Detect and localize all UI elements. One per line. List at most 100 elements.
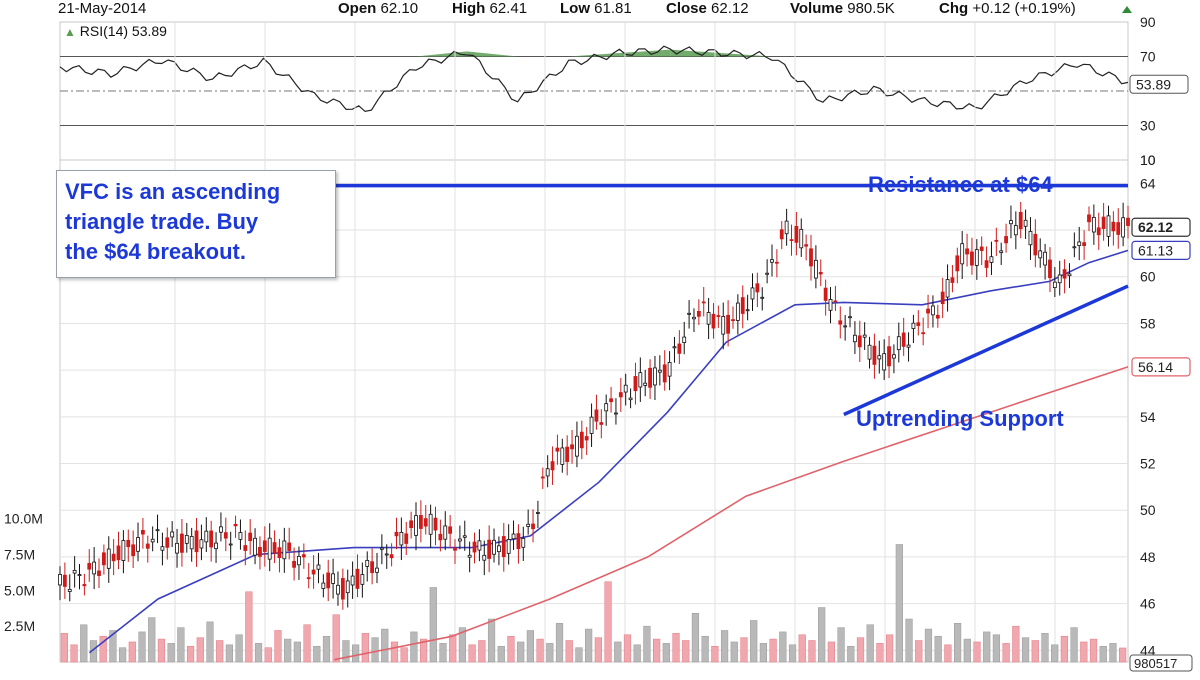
price-candle-body (926, 308, 930, 314)
price-candle-body (409, 520, 414, 529)
price-candle-body (950, 277, 955, 283)
price-candle-body (214, 542, 218, 550)
price-candle-body (141, 530, 145, 535)
volume-bar (1060, 635, 1068, 663)
price-candle-body (92, 561, 97, 575)
price-candle-body (579, 431, 584, 449)
price-candle-body (414, 515, 418, 536)
price-candle-body (657, 369, 662, 373)
price-candle-body (145, 543, 150, 549)
price-candle-body (126, 539, 131, 548)
price-candle-body (536, 512, 540, 514)
volume-bar (1012, 625, 1020, 663)
price-candle-body (121, 540, 126, 561)
volume-bar (1021, 637, 1030, 663)
note-line-1: VFC is an ascending (65, 179, 281, 204)
price-candle-body (175, 542, 179, 554)
rsi-tick-label: 90 (1140, 14, 1156, 30)
price-candle-body (350, 575, 355, 586)
price-candle-body (911, 322, 916, 329)
volume-bar (536, 638, 544, 663)
volume-bar (827, 641, 835, 663)
rsi-tick-label: 70 (1140, 49, 1156, 65)
price-candle-body (209, 530, 214, 548)
price-candle-body (194, 530, 199, 553)
ohlc-header: 21-May-2014 Open 62.10 High 62.41 Low 61… (0, 0, 1200, 18)
price-candle-body (1048, 259, 1052, 279)
price-badge-text: 62.12 (1138, 219, 1173, 235)
price-candle-body (989, 256, 994, 263)
price-candle-body (526, 523, 531, 527)
price-candle-body (165, 537, 170, 548)
volume-bar (70, 644, 78, 663)
price-candle-body (784, 220, 789, 235)
price-tick-label: 44 (1140, 642, 1156, 658)
volume-bar (99, 635, 107, 663)
volume-field: Volume 980.5K (790, 0, 895, 17)
volume-bar (293, 641, 301, 663)
note-line-2: triangle trade. Buy (65, 209, 259, 234)
price-candle-body (672, 346, 677, 349)
price-candle-body (511, 533, 516, 540)
close-field: Close 62.12 (666, 0, 749, 17)
price-candle-body (570, 444, 574, 450)
price-candle-body (706, 312, 711, 325)
price-candle-body (1116, 222, 1121, 235)
price-candle-body (365, 559, 370, 567)
volume-bar (1119, 647, 1127, 663)
volume-bar (740, 637, 748, 663)
price-candle-body (428, 513, 433, 535)
volume-bar (119, 647, 127, 663)
volume-bar (157, 638, 166, 663)
price-candle-body (545, 468, 550, 477)
volume-bar (788, 644, 797, 663)
rsi-overbought-fill (466, 51, 518, 57)
volume-bar (876, 643, 884, 663)
volume-bar (779, 631, 787, 663)
price-candle-body (482, 554, 487, 561)
price-candle-body (97, 570, 101, 576)
volume-bar (410, 631, 418, 663)
volume-bar (769, 638, 777, 663)
low-value: 61.81 (594, 0, 632, 17)
price-candle-body (921, 332, 926, 335)
volume-bar (1080, 641, 1088, 663)
price-candle-body (935, 314, 940, 319)
price-candle-body (136, 537, 140, 552)
volume-bar (546, 643, 554, 663)
high-field: High 62.41 (452, 0, 527, 17)
price-candle-body (448, 526, 453, 534)
price-candle-body (648, 367, 652, 388)
volume-bar (216, 640, 224, 663)
volume-bar (468, 644, 476, 663)
volume-bar (905, 618, 913, 663)
price-candle-body (740, 297, 745, 314)
price-candle-body (662, 364, 667, 383)
price-candle-body (643, 382, 648, 386)
price-candle-body (843, 325, 848, 328)
price-candle-body (282, 540, 287, 560)
support-trendline (843, 284, 1129, 417)
price-candle-body (618, 392, 623, 398)
volume-bar (672, 633, 680, 663)
price-candle-body (423, 518, 428, 527)
volume-bar (953, 623, 962, 663)
price-candle-body (984, 260, 989, 268)
volume-bar (332, 614, 340, 663)
price-candle-body (745, 309, 750, 312)
price-candle-body (760, 296, 765, 299)
price-badge (1131, 357, 1191, 377)
price-candle-body (765, 272, 770, 275)
date-label: 21-May-2014 (58, 0, 147, 17)
price-candle-body (497, 545, 501, 553)
high-label: High (452, 0, 486, 17)
volume-bar (682, 640, 690, 663)
price-candle-body (297, 556, 301, 566)
price-candle-body (453, 547, 457, 551)
volume-bar (254, 643, 263, 663)
price-tick-label: 60 (1140, 269, 1156, 285)
price-candle-body (804, 244, 809, 247)
volume-bar (720, 630, 729, 663)
price-candle-body (882, 353, 887, 371)
volume-bar (555, 623, 564, 663)
